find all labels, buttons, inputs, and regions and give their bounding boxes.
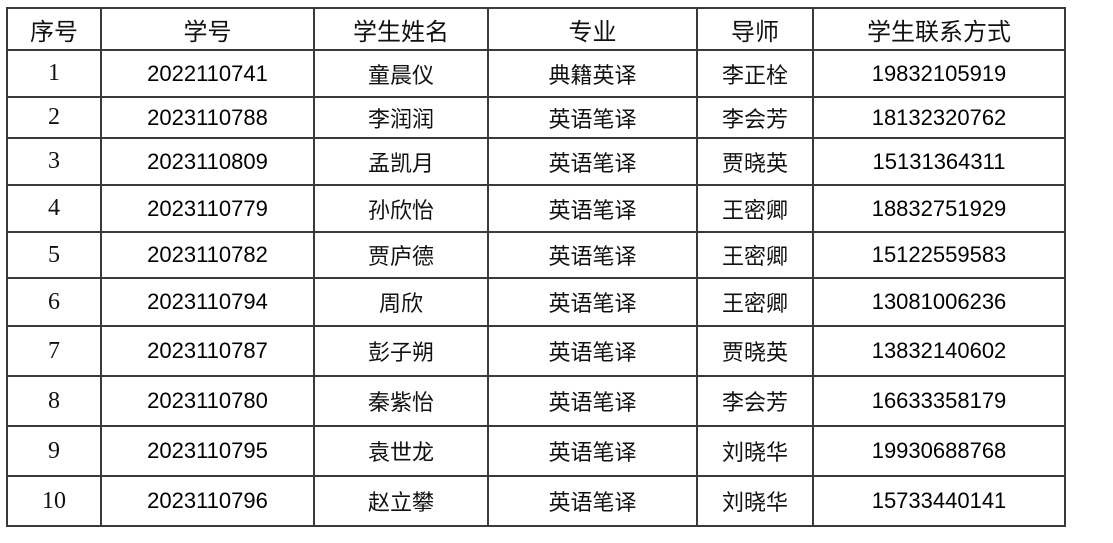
cell-student-id: 2023110782 [100, 231, 315, 279]
cell-major: 英语笔译 [487, 475, 698, 527]
cell-student-id: 2023110795 [100, 425, 315, 477]
cell-index: 9 [6, 425, 102, 477]
cell-student-id: 2023110780 [100, 375, 315, 427]
cell-name: 周欣 [313, 277, 489, 327]
cell-student-id: 2023110796 [100, 475, 315, 527]
cell-phone: 13832140602 [812, 325, 1066, 377]
table-row: 6 2023110794 周欣 英语笔译 王密卿 13081006236 [6, 277, 1066, 327]
cell-name: 秦紫怡 [313, 375, 489, 427]
cell-phone: 19930688768 [812, 425, 1066, 477]
cell-phone: 15733440141 [812, 475, 1066, 527]
cell-student-id: 2023110787 [100, 325, 315, 377]
table-row: 7 2023110787 彭子朔 英语笔译 贾晓英 13832140602 [6, 325, 1066, 377]
table-row: 9 2023110795 袁世龙 英语笔译 刘晓华 19930688768 [6, 425, 1066, 477]
cell-name: 贾庐德 [313, 231, 489, 279]
cell-phone: 18832751929 [812, 184, 1066, 233]
cell-phone: 15131364311 [812, 137, 1066, 186]
cell-advisor: 贾晓英 [696, 137, 814, 186]
cell-student-id: 2022110741 [100, 49, 315, 98]
cell-index: 8 [6, 375, 102, 427]
cell-phone: 19832105919 [812, 49, 1066, 98]
cell-student-id: 2023110794 [100, 277, 315, 327]
cell-major: 英语笔译 [487, 184, 698, 233]
cell-major: 典籍英译 [487, 49, 698, 98]
cell-index: 3 [6, 137, 102, 186]
cell-index: 1 [6, 49, 102, 98]
cell-name: 彭子朔 [313, 325, 489, 377]
cell-name: 孟凯月 [313, 137, 489, 186]
header-major: 专业 [487, 7, 698, 51]
cell-major: 英语笔译 [487, 325, 698, 377]
cell-advisor: 李正栓 [696, 49, 814, 98]
cell-phone: 13081006236 [812, 277, 1066, 327]
cell-major: 英语笔译 [487, 137, 698, 186]
cell-advisor: 刘晓华 [696, 425, 814, 477]
cell-advisor: 李会芳 [696, 96, 814, 139]
cell-major: 英语笔译 [487, 231, 698, 279]
cell-phone: 15122559583 [812, 231, 1066, 279]
header-row: 序号 学号 学生姓名 专业 导师 学生联系方式 [6, 7, 1066, 51]
cell-name: 孙欣怡 [313, 184, 489, 233]
cell-major: 英语笔译 [487, 425, 698, 477]
table-row: 1 2022110741 童晨仪 典籍英译 李正栓 19832105919 [6, 49, 1066, 98]
cell-index: 5 [6, 231, 102, 279]
cell-name: 童晨仪 [313, 49, 489, 98]
cell-index: 2 [6, 96, 102, 139]
header-phone: 学生联系方式 [812, 7, 1066, 51]
table-row: 5 2023110782 贾庐德 英语笔译 王密卿 15122559583 [6, 231, 1066, 279]
cell-student-id: 2023110788 [100, 96, 315, 139]
header-name: 学生姓名 [313, 7, 489, 51]
cell-major: 英语笔译 [487, 375, 698, 427]
cell-index: 4 [6, 184, 102, 233]
cell-advisor: 刘晓华 [696, 475, 814, 527]
table-row: 10 2023110796 赵立攀 英语笔译 刘晓华 15733440141 [6, 475, 1066, 527]
header-student-id: 学号 [100, 7, 315, 51]
header-index: 序号 [6, 7, 102, 51]
header-advisor: 导师 [696, 7, 814, 51]
cell-major: 英语笔译 [487, 96, 698, 139]
cell-major: 英语笔译 [487, 277, 698, 327]
cell-name: 赵立攀 [313, 475, 489, 527]
cell-phone: 16633358179 [812, 375, 1066, 427]
cell-student-id: 2023110809 [100, 137, 315, 186]
cell-name: 袁世龙 [313, 425, 489, 477]
cell-student-id: 2023110779 [100, 184, 315, 233]
table-row: 2 2023110788 李润润 英语笔译 李会芳 18132320762 [6, 96, 1066, 139]
cell-index: 7 [6, 325, 102, 377]
cell-index: 10 [6, 475, 102, 527]
student-table: 序号 学号 学生姓名 专业 导师 学生联系方式 1 2022110741 童晨仪 典籍… [6, 7, 1066, 527]
table-row: 4 2023110779 孙欣怡 英语笔译 王密卿 18832751929 [6, 184, 1066, 233]
cell-advisor: 李会芳 [696, 375, 814, 427]
table-row: 8 2023110780 秦紫怡 英语笔译 李会芳 16633358179 [6, 375, 1066, 427]
cell-advisor: 王密卿 [696, 277, 814, 327]
cell-phone: 18132320762 [812, 96, 1066, 139]
cell-index: 6 [6, 277, 102, 327]
cell-advisor: 贾晓英 [696, 325, 814, 377]
cell-advisor: 王密卿 [696, 184, 814, 233]
cell-name: 李润润 [313, 96, 489, 139]
table-row: 3 2023110809 孟凯月 英语笔译 贾晓英 15131364311 [6, 137, 1066, 186]
cell-advisor: 王密卿 [696, 231, 814, 279]
